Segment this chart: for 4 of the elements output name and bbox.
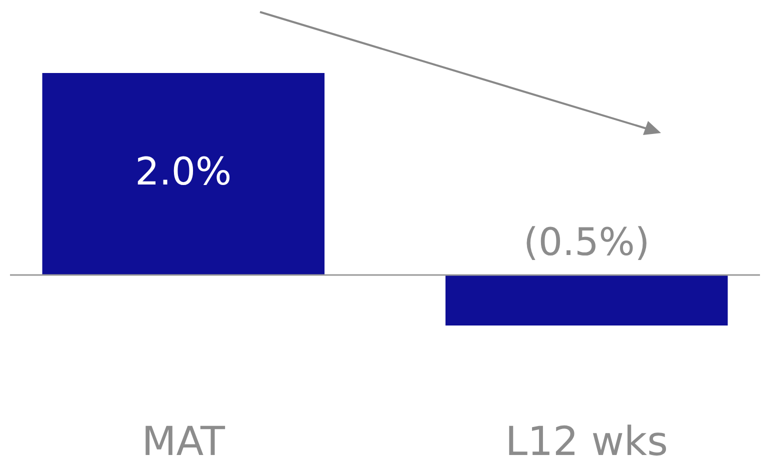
x-tick-label: L12 wks bbox=[505, 419, 668, 465]
data-label: 2.0% bbox=[135, 149, 232, 194]
x-tick-label: MAT bbox=[142, 419, 226, 465]
data-label: (0.5%) bbox=[524, 220, 650, 264]
